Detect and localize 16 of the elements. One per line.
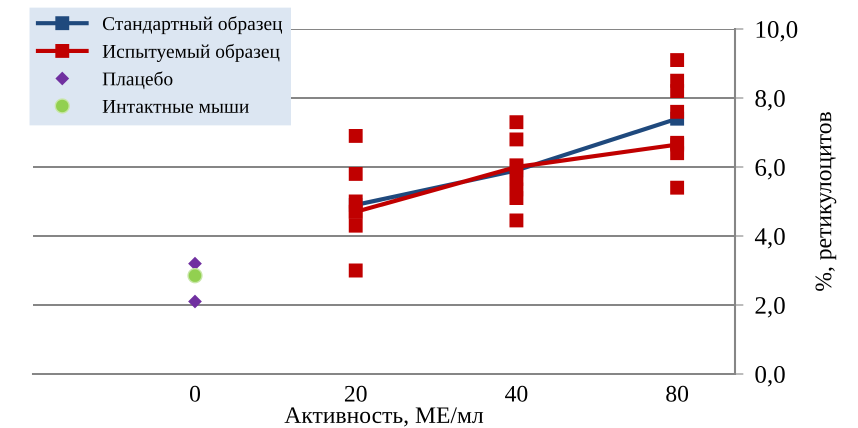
y-tick-label: 0,0 <box>755 366 785 387</box>
x-tick-label: 80 <box>666 386 688 402</box>
legend-label: Стандартный образец <box>102 16 282 34</box>
y-tick-label: 8,0 <box>755 90 785 111</box>
legend-label: Плацебо <box>102 71 172 90</box>
y-axis-title: %, ретикулоцитов <box>815 112 836 291</box>
x-tick-label: 40 <box>505 386 528 402</box>
y-tick-label: 2,0 <box>756 297 785 318</box>
x-tick-label: 20 <box>344 386 367 402</box>
y-tick-label: 6,0 <box>756 159 785 180</box>
x-tick-label: 0 <box>190 386 200 402</box>
x-axis-title: Активность, МЕ/мл <box>284 407 484 427</box>
y-tick-label: 4,0 <box>754 228 785 249</box>
legend-label: Интактные мыши <box>102 100 249 113</box>
legend-label: Испытуемый образец <box>102 44 280 62</box>
y-tick-label: 10,0 <box>756 21 798 42</box>
